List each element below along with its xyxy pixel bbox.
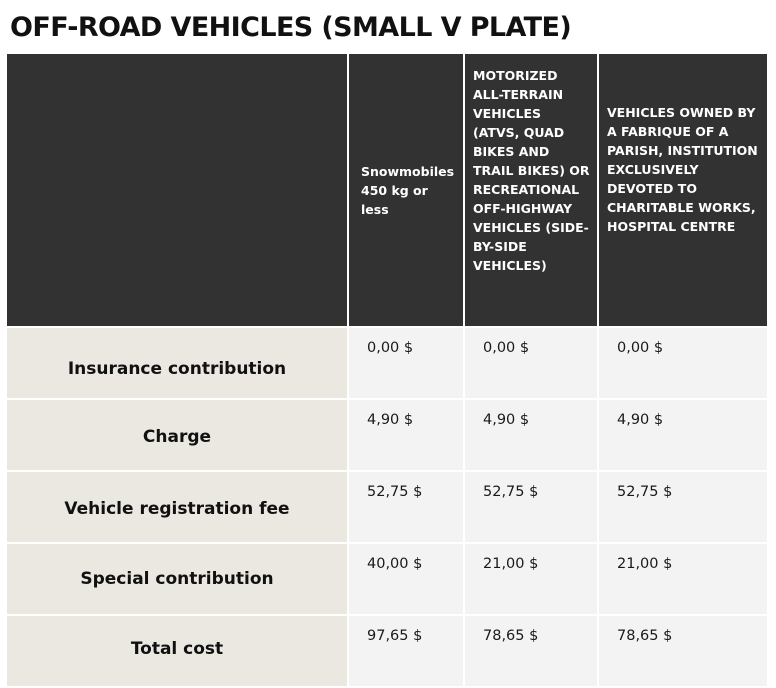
column-header-label: MOTORIZED ALL-TERRAIN VEHICLES (ATVS, QU…: [473, 68, 590, 273]
column-header-snowmobiles: Snowmobiles 450 kg or less: [347, 52, 465, 328]
column-header-institutions: VEHICLES OWNED BY A FABRIQUE OF A PARISH…: [597, 52, 769, 328]
value-cell-snowmobiles: 4,90 $: [347, 398, 465, 472]
row-label-cell: Charge: [5, 398, 349, 472]
row-label: Charge: [142, 427, 212, 447]
value-cell-institutions: 0,00 $: [597, 326, 769, 400]
value-cell-institutions: 78,65 $: [597, 614, 769, 688]
value-cell-institutions: 52,75 $: [597, 470, 769, 544]
table-row-insurance-contribution: Insurance contribution 0,00 $ 0,00 $ 0,0…: [5, 326, 769, 400]
table-header-row: Snowmobiles 450 kg or less MOTORIZED ALL…: [5, 52, 769, 328]
row-label: Vehicle registration fee: [64, 499, 290, 519]
table-row-total-cost: Total cost 97,65 $ 78,65 $ 78,65 $: [5, 614, 769, 688]
value-cell-atvs: 78,65 $: [463, 614, 599, 688]
column-header-label: VEHICLES OWNED BY A FABRIQUE OF A PARISH…: [607, 104, 758, 234]
fees-table: Snowmobiles 450 kg or less MOTORIZED ALL…: [5, 52, 769, 688]
row-label-cell: Vehicle registration fee: [5, 470, 349, 544]
header-blank-cell: [5, 52, 349, 328]
row-label: Total cost: [130, 639, 224, 659]
value-cell-atvs: 0,00 $: [463, 326, 599, 400]
table-row-charge: Charge 4,90 $ 4,90 $ 4,90 $: [5, 398, 769, 472]
value-cell-institutions: 4,90 $: [597, 398, 769, 472]
row-label-cell: Special contribution: [5, 542, 349, 616]
column-header-label: Snowmobiles 450 kg or less: [361, 163, 455, 217]
table-row-special-contribution: Special contribution 40,00 $ 21,00 $ 21,…: [5, 542, 769, 616]
value-cell-atvs: 4,90 $: [463, 398, 599, 472]
column-header-atvs: MOTORIZED ALL-TERRAIN VEHICLES (ATVS, QU…: [463, 52, 599, 328]
value-cell-snowmobiles: 0,00 $: [347, 326, 465, 400]
row-label-cell: Insurance contribution: [5, 326, 349, 400]
table-row-vehicle-registration-fee: Vehicle registration fee 52,75 $ 52,75 $…: [5, 470, 769, 544]
value-cell-snowmobiles: 52,75 $: [347, 470, 465, 544]
row-label-cell: Total cost: [5, 614, 349, 688]
value-cell-atvs: 52,75 $: [463, 470, 599, 544]
value-cell-snowmobiles: 40,00 $: [347, 542, 465, 616]
value-cell-institutions: 21,00 $: [597, 542, 769, 616]
value-cell-snowmobiles: 97,65 $: [347, 614, 465, 688]
value-cell-atvs: 21,00 $: [463, 542, 599, 616]
row-label: Special contribution: [80, 569, 274, 589]
row-label: Insurance contribution: [67, 359, 287, 379]
page-title: OFF-ROAD VEHICLES (SMALL V PLATE): [10, 12, 572, 43]
